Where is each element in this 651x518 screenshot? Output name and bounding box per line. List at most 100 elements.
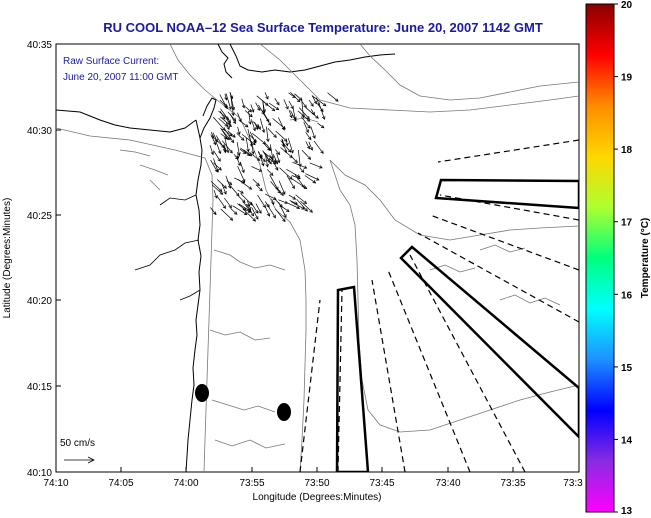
current-vector (241, 98, 245, 108)
current-vector-head (229, 217, 234, 221)
isobath-deep (359, 44, 579, 101)
current-vector-head (249, 143, 254, 148)
current-vector (215, 135, 226, 151)
current-vector-head (252, 127, 256, 132)
current-vector (269, 174, 279, 190)
current-vector (272, 118, 286, 130)
current-vector-head (251, 108, 255, 113)
current-vector-head (303, 200, 308, 204)
current-vector (298, 107, 310, 120)
y-tick-label: 40:25 (27, 211, 52, 222)
colorbar-tick-marks (614, 3, 618, 513)
current-vector (278, 199, 288, 204)
current-vector (283, 99, 289, 110)
current-vector (299, 167, 305, 173)
x-tick-label: 74:10 (43, 478, 68, 489)
current-vector (308, 141, 313, 151)
current-vector (247, 129, 253, 147)
current-vector-head (266, 138, 270, 143)
current-vector (282, 139, 287, 153)
current-vector-head (252, 141, 256, 146)
current-vector-head (275, 167, 279, 171)
current-vector-head (249, 202, 253, 206)
current-vector (281, 138, 285, 147)
transect-6 (417, 232, 579, 323)
current-vector (242, 208, 256, 222)
current-vector (227, 130, 236, 138)
current-vector (212, 116, 226, 131)
current-vector-head (240, 137, 245, 141)
current-vector-head (303, 185, 308, 190)
current-vector-head (228, 204, 232, 209)
current-vector-head (217, 158, 221, 162)
current-vector-head (218, 150, 222, 155)
current-vector (237, 189, 244, 194)
current-vector (219, 99, 228, 108)
current-vector (224, 144, 226, 153)
current-vector-head (307, 125, 311, 129)
current-vector (288, 100, 294, 109)
current-vector (250, 141, 254, 154)
current-vector-head (315, 177, 320, 181)
current-vector (311, 95, 327, 107)
current-vector (224, 93, 227, 100)
current-vector-head (316, 102, 321, 107)
current-vector-head (228, 106, 232, 110)
current-annotation-line1: Raw Surface Current: (63, 56, 159, 67)
current-vector (286, 168, 300, 178)
current-vector (270, 181, 281, 194)
current-vector (244, 110, 253, 118)
current-vector-head (222, 115, 226, 120)
current-vector-head (224, 96, 228, 101)
current-vector-head (227, 119, 231, 124)
current-vector (268, 102, 279, 110)
current-vector-head (233, 211, 238, 215)
transect-5 (409, 254, 526, 472)
current-vector (261, 99, 275, 112)
current-vector (230, 185, 240, 197)
current-vector-head (218, 188, 223, 192)
current-vector (285, 138, 288, 146)
current-vector-head (248, 121, 252, 125)
current-vector (259, 118, 265, 133)
current-vector-head (214, 168, 218, 173)
current-vector (257, 123, 261, 130)
transect-7 (429, 214, 579, 271)
current-vector-head (294, 159, 298, 164)
current-vector (259, 156, 265, 166)
x-tick-label: 73:3 (563, 478, 583, 489)
isobath-shore-fragments (119, 117, 319, 191)
current-vector-head (320, 124, 325, 129)
current-vector (244, 106, 252, 113)
current-vector-head (256, 157, 261, 161)
y-axis: 40:35 40:30 40:25 40:20 40:15 40:10 Lati… (2, 40, 61, 479)
current-vector (236, 133, 245, 141)
current-vector (226, 180, 232, 185)
current-vector (220, 208, 233, 221)
current-vector-head (237, 131, 241, 136)
current-vector (255, 184, 263, 192)
current-vector (266, 126, 269, 142)
current-vector-head (266, 204, 270, 208)
current-vector-head (222, 205, 227, 209)
mooring-marker-west (195, 384, 209, 402)
current-vector (237, 165, 246, 183)
current-vector-head (299, 97, 303, 101)
current-vector (280, 140, 292, 153)
current-vector (269, 144, 274, 159)
current-vector-head (241, 180, 246, 184)
current-vector-head (224, 105, 228, 110)
current-vector-head (258, 168, 263, 172)
x-tick-label: 73:55 (239, 478, 264, 489)
current-vector (275, 208, 286, 222)
current-vector (262, 102, 266, 113)
current-vector-head (273, 159, 277, 163)
current-vector-head (306, 145, 310, 150)
current-vector (254, 122, 259, 130)
current-vector (249, 131, 257, 144)
glider-transect-lines (299, 139, 579, 472)
current-vector-head (257, 126, 261, 131)
coastline-staten-island (217, 44, 233, 79)
current-vector (305, 132, 312, 140)
y-tick-label: 40:30 (27, 126, 52, 137)
